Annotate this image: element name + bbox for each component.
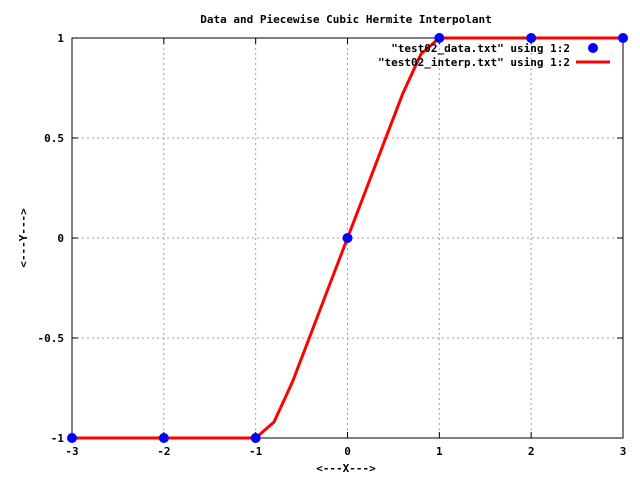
data-point <box>342 233 353 243</box>
y-tick-label: 0 <box>57 232 64 245</box>
data-point <box>434 33 445 43</box>
x-axis: -3 -2 -1 0 1 2 3 <box>65 38 626 458</box>
x-axis-label: <---X---> <box>316 462 376 475</box>
series-layer <box>67 33 628 443</box>
x-tick-label: 3 <box>620 445 627 458</box>
y-tick-label: -1 <box>51 432 65 445</box>
data-point <box>526 33 537 43</box>
chart-title: Data and Piecewise Cubic Hermite Interpo… <box>200 13 491 26</box>
y-tick-label: 0.5 <box>44 132 64 145</box>
y-tick-label: 1 <box>57 32 64 45</box>
y-axis: -1 -0.5 0 0.5 1 <box>38 32 623 445</box>
data-point <box>618 33 628 43</box>
legend-label-interp: "test02_interp.txt" using 1:2 <box>378 56 570 69</box>
data-point <box>250 433 261 443</box>
x-tick-label: -1 <box>249 445 263 458</box>
x-tick-label: 1 <box>436 445 443 458</box>
y-tick-label: -0.5 <box>38 332 65 345</box>
legend: "test02_data.txt" using 1:2 "test02_inte… <box>378 42 610 69</box>
x-tick-label: 0 <box>344 445 351 458</box>
legend-label-data: "test02_data.txt" using 1:2 <box>391 42 570 55</box>
data-point <box>67 433 77 443</box>
y-axis-label: <---Y---> <box>17 208 30 268</box>
x-tick-label: -3 <box>65 445 78 458</box>
x-tick-label: -2 <box>157 445 170 458</box>
data-point <box>158 433 169 443</box>
legend-marker-data <box>588 43 598 53</box>
x-tick-label: 2 <box>528 445 535 458</box>
